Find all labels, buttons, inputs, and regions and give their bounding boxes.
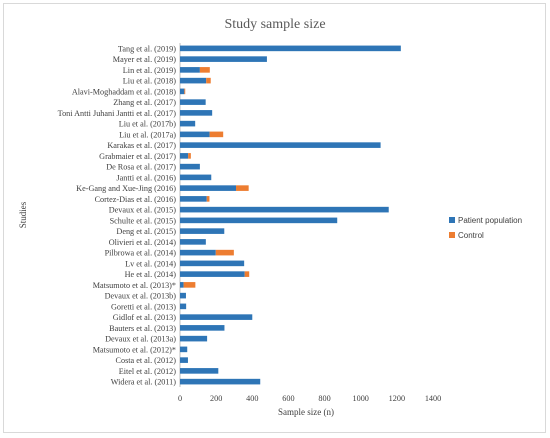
bar-patient-population bbox=[180, 174, 212, 181]
category-label: Matsumoto et al. (2012)* bbox=[93, 345, 176, 354]
bar-control bbox=[199, 67, 210, 73]
bar-control bbox=[188, 153, 191, 159]
category-label: Eitel et al. (2012) bbox=[119, 367, 177, 376]
category-label: Costa et al. (2012) bbox=[116, 356, 177, 365]
bar-control bbox=[236, 185, 249, 191]
category-label: Goretti et al. (2013) bbox=[111, 302, 176, 311]
category-label: Cortez-Dias et al. (2016) bbox=[95, 195, 177, 204]
x-tick-label: 0 bbox=[178, 394, 182, 403]
category-label: Lv et al. (2014) bbox=[125, 259, 176, 268]
plot-area: Tang et al. (2019) Mayer et al. (2019) Lin… bbox=[58, 43, 441, 403]
bar-patient-population bbox=[180, 206, 389, 213]
legend-swatch bbox=[449, 232, 455, 238]
legend: Patient population Control bbox=[449, 216, 522, 240]
category-label: Zhang et al. (2017) bbox=[113, 98, 176, 107]
bar-control bbox=[244, 271, 250, 277]
bar-patient-population bbox=[180, 303, 187, 310]
category-label: De Rosa et al. (2017) bbox=[106, 163, 176, 172]
category-label: Grabmaier et al. (2017) bbox=[99, 152, 176, 161]
bar-patient-population bbox=[180, 142, 381, 148]
legend-label: Patient population bbox=[458, 216, 522, 225]
x-tick-label: 800 bbox=[318, 394, 330, 403]
bar-control bbox=[209, 131, 224, 138]
category-label: Devaux et al. (2013a) bbox=[105, 335, 176, 344]
bar-patient-population bbox=[180, 314, 253, 320]
x-tick-label: 600 bbox=[282, 394, 294, 403]
bar-patient-population bbox=[180, 153, 189, 159]
bar-patient-population bbox=[180, 378, 261, 385]
x-tick-label: 1200 bbox=[389, 394, 405, 403]
bar-control bbox=[215, 249, 234, 256]
bar-patient-population bbox=[180, 120, 196, 127]
category-label: Lin et al. (2019) bbox=[123, 66, 176, 75]
bar-patient-population bbox=[180, 282, 184, 288]
y-axis-label: Studies bbox=[18, 201, 28, 228]
category-label: Gidlof et al. (2013) bbox=[113, 313, 176, 322]
category-label: Devaux et al. (2015) bbox=[109, 206, 177, 215]
bar-patient-population bbox=[180, 335, 208, 342]
chart-title: Study sample size bbox=[224, 17, 325, 32]
category-label: Liu et al. (2018) bbox=[123, 77, 176, 86]
category-label: Mayer et al. (2019) bbox=[113, 55, 176, 64]
bar-control bbox=[183, 282, 196, 288]
bar-patient-population bbox=[180, 249, 216, 256]
x-tick-label: 400 bbox=[246, 394, 258, 403]
bar-patient-population bbox=[180, 110, 213, 116]
bar-patient-population bbox=[180, 325, 225, 331]
bar-control bbox=[206, 77, 211, 84]
category-label: Liu et al. (2017a) bbox=[119, 130, 176, 139]
bar-patient-population bbox=[180, 196, 207, 202]
bar-patient-population bbox=[180, 163, 200, 170]
x-tick-label: 200 bbox=[210, 394, 222, 403]
legend-label: Control bbox=[458, 231, 484, 240]
category-label: Matsumoto et al. (2013)* bbox=[93, 281, 176, 290]
category-label: He et al. (2014) bbox=[125, 270, 177, 279]
bar-patient-population bbox=[180, 185, 237, 191]
category-label: Liu et al. (2017b) bbox=[119, 120, 177, 129]
category-label: Schulte et al. (2015) bbox=[110, 216, 177, 225]
bar-patient-population bbox=[180, 346, 188, 353]
category-label: Jantti et al. (2016) bbox=[116, 173, 176, 182]
bar-patient-population bbox=[180, 239, 206, 245]
category-label: Bauters et al. (2013) bbox=[109, 324, 176, 333]
bar-patient-population bbox=[180, 67, 200, 73]
category-label: Devaux et al. (2013b) bbox=[105, 292, 177, 301]
bar-patient-population bbox=[180, 228, 225, 234]
bar-patient-population bbox=[180, 271, 245, 277]
category-label: Pilbrowa et al. (2014) bbox=[105, 249, 177, 258]
bar-control bbox=[184, 88, 186, 95]
bar-patient-population bbox=[180, 99, 206, 105]
bar-patient-population bbox=[180, 88, 185, 95]
category-label: Widera et al. (2011) bbox=[111, 378, 177, 387]
x-axis-label: Sample size (n) bbox=[278, 407, 334, 417]
bar-patient-population bbox=[180, 292, 186, 299]
bar-patient-population bbox=[180, 357, 188, 363]
bar-patient-population bbox=[180, 260, 245, 267]
category-label: Karakas et al. (2017) bbox=[107, 141, 176, 150]
bar-patient-population bbox=[180, 131, 210, 138]
bar-patient-population bbox=[180, 56, 267, 62]
category-label: Alavi-Moghaddam et al. (2018) bbox=[72, 87, 176, 96]
bar-control bbox=[206, 196, 210, 202]
x-tick-label: 1000 bbox=[353, 394, 369, 403]
category-label: Toni Antti Juhani Jantti et al. (2017) bbox=[58, 109, 177, 118]
bar-patient-population bbox=[180, 45, 401, 52]
legend-swatch bbox=[449, 217, 455, 223]
bar-patient-population bbox=[180, 217, 338, 224]
bar-patient-population bbox=[180, 77, 207, 84]
x-tick-label: 1400 bbox=[425, 394, 441, 403]
category-label: Tang et al. (2019) bbox=[118, 44, 176, 53]
category-label: Ke-Gang and Xue-Jing (2016) bbox=[76, 184, 176, 193]
category-label: Olivieri et al. (2014) bbox=[109, 238, 177, 247]
category-label: Deng et al. (2015) bbox=[116, 227, 176, 236]
bar-patient-population bbox=[180, 368, 219, 374]
